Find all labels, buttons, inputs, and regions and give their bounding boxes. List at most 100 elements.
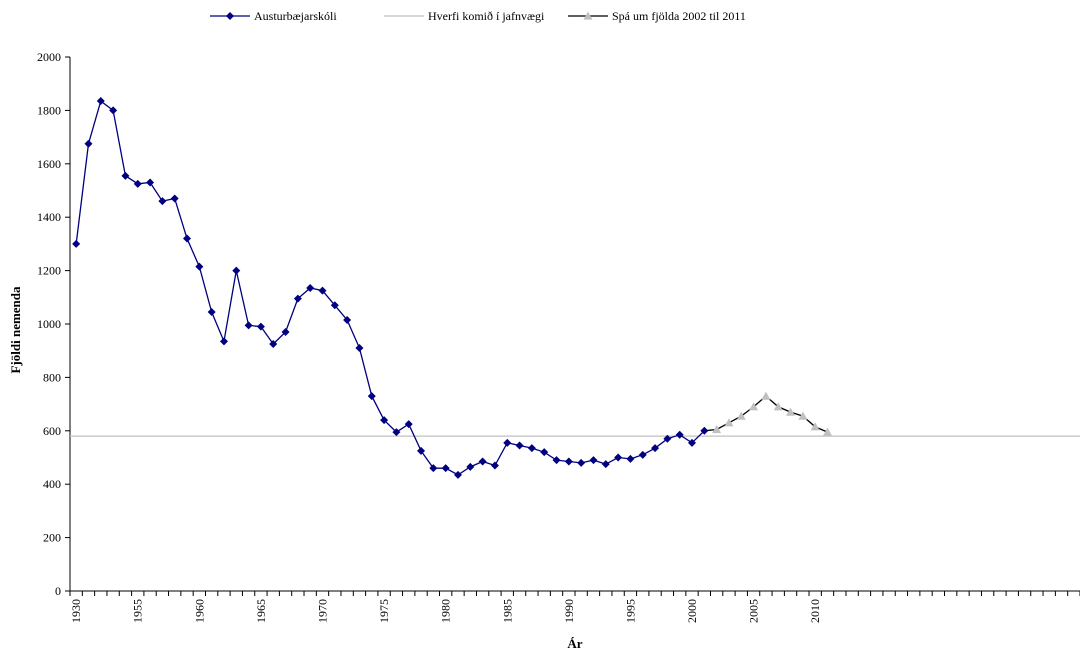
data-point [306, 283, 315, 292]
data-point [773, 402, 783, 411]
y-tick-label: 400 [43, 477, 61, 491]
x-tick-label: 1930 [69, 599, 83, 623]
x-tick-label: 2005 [747, 599, 761, 623]
data-point [688, 438, 697, 447]
data-point [453, 470, 462, 479]
data-point [343, 315, 352, 324]
legend-label: Spá um fjölda 2002 til 2011 [612, 9, 746, 23]
y-tick-label: 1400 [37, 210, 61, 224]
data-point [761, 391, 771, 400]
data-point [583, 11, 593, 20]
y-tick-label: 200 [43, 531, 61, 545]
data-point [675, 430, 684, 439]
data-point [823, 427, 832, 436]
data-point [84, 139, 93, 148]
data-point [626, 454, 635, 463]
data-point [651, 444, 660, 453]
data-point [121, 171, 130, 180]
data-point [786, 407, 796, 416]
data-point [589, 456, 598, 465]
data-point [355, 344, 364, 353]
legend-label: Austurbæjarskóli [254, 9, 337, 23]
data-point [392, 428, 401, 437]
x-tick-label: 1985 [500, 599, 514, 623]
data-point [441, 464, 450, 473]
series-2 [704, 391, 832, 436]
data-point [330, 301, 339, 310]
data-point [552, 456, 561, 465]
data-point [503, 438, 512, 447]
y-tick-label: 1800 [37, 103, 61, 117]
data-point [478, 457, 487, 466]
data-point [226, 12, 234, 20]
data-point [429, 464, 438, 473]
series-layer [70, 97, 1080, 479]
data-point [749, 402, 759, 411]
x-tick-label: 1960 [192, 599, 206, 623]
y-tick-label: 600 [43, 424, 61, 438]
data-point [109, 106, 118, 115]
data-point [72, 239, 81, 248]
y-tick-label: 1600 [37, 157, 61, 171]
data-point [269, 340, 278, 349]
data-point [540, 448, 549, 457]
data-point [577, 458, 586, 467]
data-point [146, 178, 155, 187]
data-point [810, 422, 820, 431]
data-point [207, 307, 216, 316]
data-point [601, 460, 610, 469]
data-point [736, 411, 746, 420]
data-point [133, 179, 142, 188]
data-point [564, 457, 573, 466]
data-point [281, 328, 290, 337]
x-tick-label: 1975 [377, 599, 391, 623]
data-point [724, 418, 734, 427]
data-point [638, 450, 647, 459]
legend-label: Hverfi komið í jafnvægi [428, 9, 545, 23]
data-point [527, 444, 536, 453]
axes: 0 200 400 600 800 1000 1200 1400 1600 1800 2000 193… [37, 50, 1080, 623]
x-axis-title: Ár [567, 636, 582, 651]
data-point [466, 462, 475, 471]
y-tick-label: 2000 [37, 50, 61, 64]
series-line [75, 99, 705, 476]
data-point [219, 337, 228, 346]
x-tick-label: 2010 [808, 599, 822, 623]
x-tick-label: 1965 [254, 599, 268, 623]
legend-item: Austurbæjarskóli [210, 9, 337, 23]
x-tick-label: 1980 [439, 599, 453, 623]
y-tick-label: 1200 [37, 264, 61, 278]
data-point [417, 446, 426, 455]
x-tick-label: 1970 [316, 599, 330, 623]
data-point [663, 434, 672, 443]
data-point [183, 234, 192, 243]
data-point [380, 416, 389, 425]
x-tick-label: 2000 [685, 599, 699, 623]
x-tick-label: 1990 [562, 599, 576, 623]
data-point [515, 441, 524, 450]
series-line [704, 395, 828, 433]
data-point [195, 262, 204, 271]
x-tick-label: 1995 [623, 599, 637, 623]
data-point [404, 420, 413, 429]
y-tick-label: 0 [55, 584, 61, 598]
x-tick-label: 1955 [131, 599, 145, 623]
data-point [367, 392, 376, 401]
data-point [244, 321, 253, 330]
series-0 [72, 97, 709, 479]
data-point [293, 294, 302, 303]
data-point [256, 322, 265, 331]
data-point [490, 461, 499, 470]
y-axis-title: Fjöldi nemenda [8, 286, 23, 374]
data-point [318, 286, 327, 295]
legend: Austurbæjarskóli Hverfi komið í jafnvægi S… [210, 9, 746, 23]
data-point [700, 426, 709, 435]
data-point [232, 266, 241, 275]
legend-item: Spá um fjölda 2002 til 2011 [568, 9, 746, 23]
data-point [170, 194, 179, 203]
y-tick-label: 1000 [37, 317, 61, 331]
data-point [798, 411, 808, 420]
y-tick-label: 800 [43, 370, 61, 384]
data-point [96, 97, 105, 106]
